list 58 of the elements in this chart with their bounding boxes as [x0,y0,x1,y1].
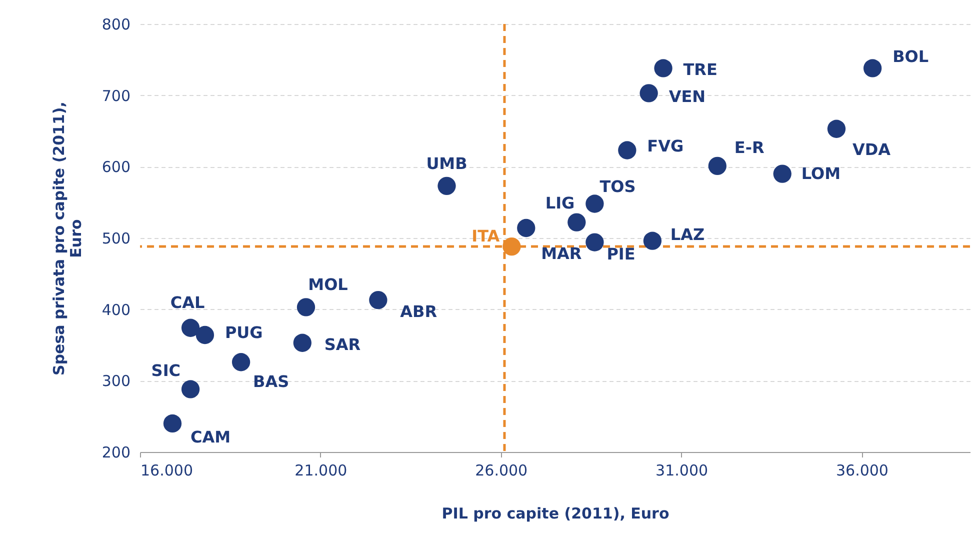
point [296,298,316,316]
x-axis-title: PIL pro capite (2011), Euro [442,504,670,522]
point [586,194,604,213]
annotation: TOS [600,176,636,196]
y-tick-label: 200 [102,444,130,462]
x-tick-label: 26.000 [475,462,528,480]
y-tick-label: 600 [102,158,130,176]
annotation: SIC [151,361,181,380]
point [502,237,521,256]
annotation: PUG [224,323,263,342]
x-tick-label: 21.000 [294,462,348,480]
annotation: ITA [472,226,500,246]
x-tick-label: 31.000 [656,462,708,480]
annotation: SAR [324,334,361,354]
point [827,120,846,138]
point [181,318,200,337]
point [181,380,200,398]
point [196,326,214,344]
point [654,59,672,78]
point [517,218,536,238]
annotation: MOL [308,275,348,294]
annotation: FVG [647,136,684,156]
point [708,156,726,176]
annotation: ABR [400,302,438,322]
annotation: MAR [541,244,582,264]
y-tick-label: 700 [102,86,130,105]
y-tick-label: 300 [102,372,130,390]
annotation: BAS [253,372,290,392]
point [163,414,182,433]
x-tick-label: 36.000 [836,462,888,480]
point [773,164,792,183]
annotation: BOL [892,47,929,66]
point [640,84,658,102]
point [369,290,388,310]
point [438,176,456,195]
annotation: LIG [545,193,575,212]
point [643,232,662,250]
annotation: CAL [170,292,205,312]
point [863,59,882,78]
annotation: VDA [852,140,892,159]
point [293,334,312,352]
point [618,141,636,160]
annotation: CAM [190,427,231,446]
point [232,353,250,372]
annotation: LAZ [670,224,705,244]
annotation: PIE [606,244,636,264]
y-tick-label: 500 [102,230,130,248]
annotation: UMB [426,154,468,173]
point [586,233,604,252]
x-tick-label: 16.000 [140,462,193,480]
point [568,213,586,232]
annotation: TRE [683,60,718,80]
y-tick-label: 800 [102,16,130,34]
annotation: VEN [668,87,706,106]
y-axis-title: Spesa privata pro capite (2011), Euro [50,102,85,376]
annotation: LOM [801,164,841,183]
y-tick-label: 400 [102,300,130,319]
annotation: E-R [734,138,764,157]
